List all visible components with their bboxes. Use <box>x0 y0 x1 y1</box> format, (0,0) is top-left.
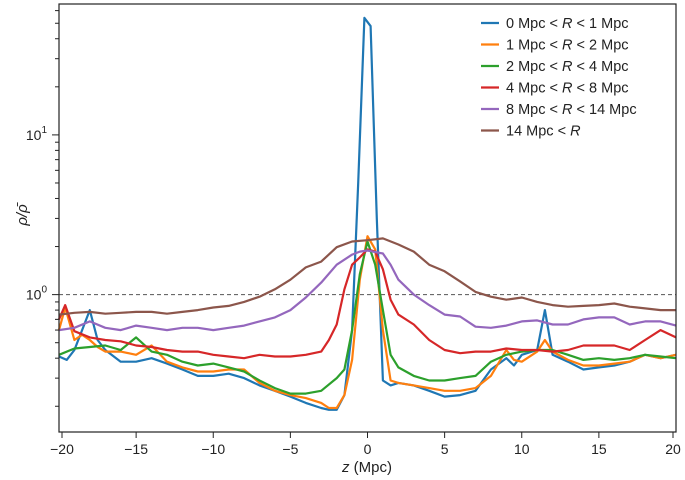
y-tick-exponent: 1 <box>41 125 47 136</box>
y-tick-exponent: 0 <box>41 285 47 296</box>
x-tick-label: −5 <box>282 441 298 457</box>
series-line-3 <box>57 248 677 360</box>
y-tick-label: 101 <box>26 125 48 143</box>
x-axis-variable: z <box>341 459 350 476</box>
series-line-1 <box>57 235 677 410</box>
series-line-4 <box>58 249 677 332</box>
legend-label-prefix: 14 Mpc < <box>506 124 570 140</box>
legend-label-variable: R <box>562 102 573 118</box>
legend-entry: 4 Mpc < R < 8 Mpc <box>506 81 629 97</box>
legend-entry: 2 Mpc < R < 4 Mpc <box>506 59 629 75</box>
y-tick-base: 10 <box>26 127 42 143</box>
series-line-2 <box>58 240 677 395</box>
y-tick-label: 100 <box>26 285 48 303</box>
series-line-5 <box>58 237 676 316</box>
x-tick-label: −10 <box>201 441 225 457</box>
legend-label-suffix: < 2 Mpc <box>573 38 629 54</box>
x-axis-label: z (Mpc) <box>341 459 392 476</box>
legend-entry: 0 Mpc < R < 1 Mpc <box>506 16 629 32</box>
legend-label-variable: R <box>570 124 581 140</box>
legend-entry: 1 Mpc < R < 2 Mpc <box>506 38 629 54</box>
legend-label-suffix: < 14 Mpc <box>573 102 637 118</box>
legend-label-suffix: < 4 Mpc <box>573 59 629 75</box>
legend-entry: 14 Mpc < R <box>506 124 581 140</box>
series-lines <box>57 16 677 411</box>
legend-label-variable: R <box>562 16 573 32</box>
legend-label-suffix: < 8 Mpc <box>573 81 629 97</box>
x-tick-label: 5 <box>441 441 449 457</box>
legend-label-variable: R <box>562 59 573 75</box>
x-tick-label: 15 <box>591 441 607 457</box>
y-axis-label: ρ/ρ̄ <box>14 201 31 226</box>
legend-label-prefix: 1 Mpc < <box>506 38 562 54</box>
legend-label-prefix: 4 Mpc < <box>506 81 562 97</box>
x-tick-label: 0 <box>364 441 372 457</box>
x-tick-label: 20 <box>665 441 681 457</box>
legend: 0 Mpc < R < 1 Mpc 1 Mpc < R < 2 Mpc 2 Mpc … <box>481 16 637 140</box>
x-tick-label: −15 <box>124 441 148 457</box>
plot-frame <box>58 3 677 433</box>
legend-label-suffix: < 1 Mpc <box>573 16 629 32</box>
legend-label-variable: R <box>562 81 573 97</box>
y-tick-base: 10 <box>26 287 42 303</box>
legend-label-prefix: 0 Mpc < <box>506 16 562 32</box>
x-tick-label: 10 <box>514 441 530 457</box>
x-tick-label: −20 <box>50 441 74 457</box>
legend-label-variable: R <box>562 38 573 54</box>
legend-label-prefix: 2 Mpc < <box>506 59 562 75</box>
series-line-0 <box>58 16 677 411</box>
x-axis-unit: (Mpc) <box>350 459 393 476</box>
legend-label-prefix: 8 Mpc < <box>506 102 562 118</box>
legend-entry: 8 Mpc < R < 14 Mpc <box>506 102 637 118</box>
